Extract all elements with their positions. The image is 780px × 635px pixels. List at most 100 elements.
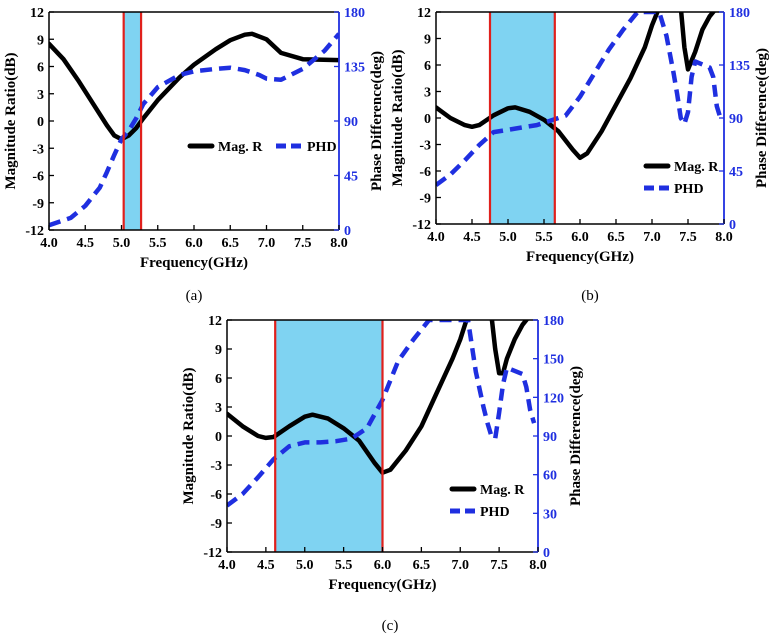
x-tick-label: 8.0 [330, 236, 348, 251]
y2-tick-label: 90 [344, 115, 358, 130]
y2-tick-label: 0 [344, 224, 351, 239]
y-tick-label: 0 [215, 430, 222, 445]
x-tick-label: 7.5 [679, 230, 697, 245]
legend-label-phd: PHD [674, 182, 704, 197]
y2-tick-label: 180 [344, 6, 365, 21]
legend-label-mag: Mag. R [674, 160, 719, 175]
y-axis-title: Magnitude Ratio(dB) [3, 52, 19, 189]
y2-tick-label: 90 [543, 430, 557, 445]
x-tick-label: 7.0 [643, 230, 661, 245]
y2-tick-label: 45 [344, 170, 358, 185]
y2-tick-label: 150 [543, 353, 564, 368]
y-tick-label: -12 [25, 224, 44, 239]
x-tick-label: 6.0 [185, 236, 203, 251]
chart-panel-c: 4.0 4.5 5.0 5.5 6.0 6.5 7.0 7.5 8.0 -12 -9 -6 -3 0 3 6 9… [181, 314, 584, 634]
y-tick-label: 12 [208, 314, 222, 329]
x-tick-label: 7.0 [452, 558, 470, 573]
y-tick-label: -3 [419, 139, 431, 154]
x-tick-label: 4.0 [40, 236, 58, 251]
x-tick-label: 7.5 [490, 558, 508, 573]
x-tick-label: 6.5 [607, 230, 625, 245]
y-tick-label: 3 [37, 88, 44, 103]
y-tick-label: -12 [412, 218, 431, 233]
legend-label-mag: Mag. R [480, 483, 525, 498]
y2-tick-label: 30 [543, 507, 557, 522]
y-tick-label: 12 [417, 6, 431, 21]
y-tick-label: 12 [30, 6, 44, 21]
legend: Mag. R PHD [449, 483, 525, 520]
x-tick-label: 6.5 [222, 236, 240, 251]
x-tick-label: 8.0 [715, 230, 733, 245]
y-tick-label: -9 [419, 192, 431, 207]
phd-series-line [49, 32, 339, 228]
y-tick-label: 3 [215, 401, 222, 416]
chart-panel-b: 4.0 4.5 5.0 5.5 6.0 6.5 7.0 7.5 8.0 -12 -9 -6 -3 0 3 6 9… [390, 6, 770, 304]
y-tick-label: 6 [37, 61, 44, 76]
x-tick-label: 7.5 [294, 236, 312, 251]
y-axis-title: Magnitude Ratio(dB) [181, 367, 197, 504]
y-tick-label: 6 [215, 372, 222, 387]
y2-tick-label: 135 [344, 61, 365, 76]
legend-label-mag: Mag. R [218, 140, 263, 155]
x-tick-label: 4.5 [463, 230, 481, 245]
x-tick-label: 7.0 [258, 236, 276, 251]
x-tick-label: 4.5 [77, 236, 95, 251]
y-tick-label: 9 [424, 33, 431, 48]
y2-tick-label: 45 [729, 165, 743, 180]
y-tick-label: -12 [203, 546, 222, 561]
x-tick-label: 6.0 [571, 230, 589, 245]
y-tick-label: -9 [32, 197, 44, 212]
y2-axis-title: Phase Difference(deg) [369, 51, 385, 191]
x-tick-label: 5.5 [149, 236, 167, 251]
x-axis-title: Frequency(GHz) [140, 255, 248, 271]
x-tick-label: 5.5 [535, 230, 553, 245]
y-axis-title: Magnitude Ratio(dB) [390, 49, 406, 186]
y-tick-label: -6 [419, 165, 431, 180]
y-tick-label: 6 [424, 59, 431, 74]
x-tick-label: 4.0 [427, 230, 445, 245]
x-tick-label: 6.5 [413, 558, 431, 573]
y-tick-label: 3 [424, 86, 431, 101]
y-tick-label: 9 [37, 33, 44, 48]
x-tick-label: 6.0 [374, 558, 392, 573]
y2-tick-label: 0 [543, 546, 550, 561]
x-tick-label: 5.5 [335, 558, 353, 573]
panel-label-a: (a) [186, 288, 203, 304]
y2-tick-label: 135 [729, 59, 750, 74]
y2-axis-title: Phase Difference(deg) [754, 48, 770, 188]
x-axis-title: Frequency(GHz) [526, 249, 634, 265]
chart-panel-a: 4.0 4.5 5.0 5.5 6.0 6.5 7.0 7.5 8.0 -12 -9 -6 -3 0 3 6 9… [3, 6, 385, 304]
x-tick-label: 8.0 [529, 558, 547, 573]
legend: Mag. R PHD [643, 160, 719, 197]
y2-tick-label: 180 [729, 6, 750, 21]
y-tick-label: 9 [215, 343, 222, 358]
x-tick-label: 5.0 [296, 558, 314, 573]
panel-label-c: (c) [382, 618, 399, 634]
y2-tick-label: 60 [543, 469, 557, 484]
mag-ratio-series-line [436, 12, 717, 161]
y2-axis-title: Phase Difference(deg) [568, 366, 584, 506]
y-tick-label: -6 [32, 170, 44, 185]
y2-tick-label: 0 [729, 218, 736, 233]
x-axis-title: Frequency(GHz) [328, 577, 436, 593]
y-tick-label: -3 [32, 142, 44, 157]
band-fill [275, 320, 383, 552]
legend: Mag. R PHD [187, 140, 337, 155]
y-tick-label: 0 [37, 115, 44, 130]
x-tick-label: 5.0 [499, 230, 517, 245]
y-tick-label: -9 [210, 517, 222, 532]
x-tick-label: 4.0 [218, 558, 236, 573]
y-tick-label: -6 [210, 488, 222, 503]
y2-tick-label: 90 [729, 112, 743, 127]
panel-label-b: (b) [581, 288, 599, 304]
x-tick-label: 5.0 [113, 236, 131, 251]
y-tick-label: 0 [424, 112, 431, 127]
y2-tick-label: 120 [543, 391, 564, 406]
phd-series-line [227, 320, 537, 508]
mag-ratio-series-line [227, 320, 530, 475]
legend-label-phd: PHD [307, 140, 337, 155]
legend-label-phd: PHD [480, 505, 510, 520]
y2-tick-label: 180 [543, 314, 564, 329]
mag-ratio-series-line [49, 31, 339, 142]
